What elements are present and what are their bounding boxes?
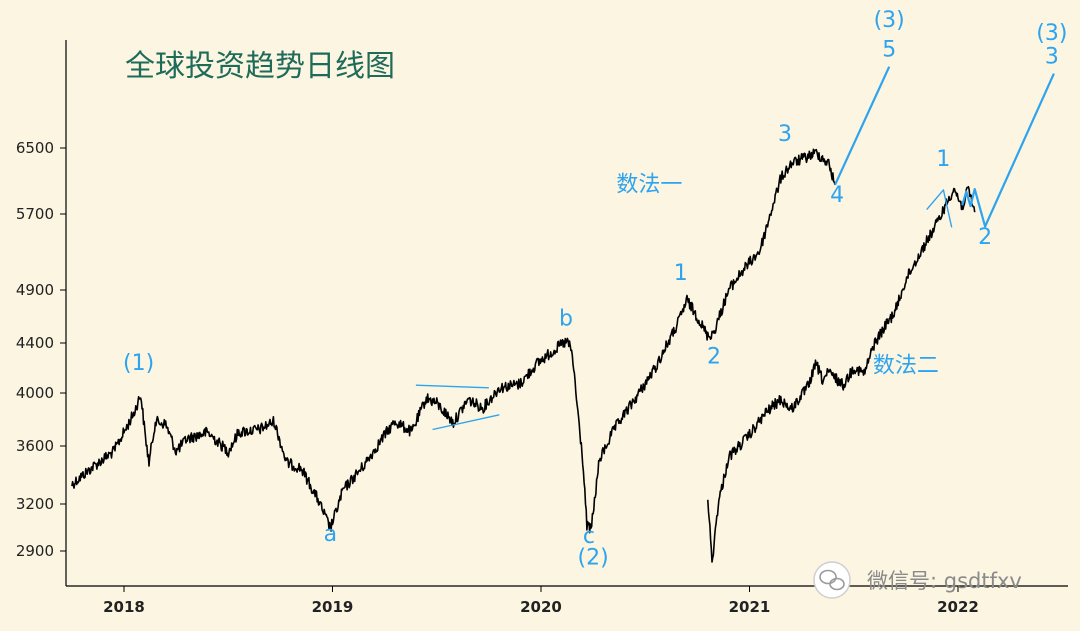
wechat-icon — [813, 561, 851, 599]
count-method-label: 数法二 — [873, 353, 939, 378]
y-tick-label: 5700 — [16, 205, 54, 223]
chart-title: 全球投资趋势日线图 — [125, 49, 395, 84]
wave-projection-line-2 — [961, 73, 1055, 228]
x-tick-label: 2020 — [520, 598, 562, 616]
y-tick-label: 6500 — [16, 139, 54, 157]
y-tick-label: 3600 — [16, 437, 54, 455]
wave-label: (1) — [123, 351, 154, 376]
triangle-boundary-line-2 — [432, 414, 500, 431]
price-series-1 — [71, 148, 836, 534]
y-tick-label: 3200 — [16, 495, 54, 513]
x-tick-label: 2021 — [729, 598, 771, 616]
watermark: 微信号: gsdtfxv — [813, 561, 1022, 599]
wave-label: 5 — [882, 38, 896, 63]
triangle-boundary-line-1 — [415, 384, 489, 389]
wave-label: (2) — [578, 545, 609, 570]
wave-label: (3) — [874, 8, 905, 33]
wave-label: 4 — [830, 183, 844, 208]
watermark-text: 微信号: gsdtfxv — [867, 569, 1022, 593]
wave-projection-line-1 — [834, 66, 891, 186]
wave-label: 3 — [1045, 44, 1059, 69]
wave-label: b — [559, 306, 573, 331]
wave-label: 1 — [936, 147, 950, 172]
x-tick-label: 2022 — [937, 598, 979, 616]
y-tick-label: 2900 — [16, 542, 54, 560]
count-method-label: 数法一 — [616, 173, 682, 198]
y-tick-label: 4400 — [16, 334, 54, 352]
y-tick-label: 4900 — [16, 281, 54, 299]
wave-label: c — [583, 524, 595, 549]
triangle-boundary-line-3 — [926, 189, 953, 228]
wave-label: 2 — [707, 345, 721, 370]
wave-label: 3 — [778, 122, 792, 147]
wave-label: a — [324, 522, 337, 547]
wave-label: 2 — [978, 225, 992, 250]
x-tick-label: 2018 — [103, 598, 145, 616]
wave-label: (3) — [1036, 21, 1067, 46]
x-tick-label: 2019 — [312, 598, 354, 616]
price-series-2 — [707, 185, 976, 563]
wave-label: 1 — [674, 261, 688, 286]
y-tick-label: 4000 — [16, 384, 54, 402]
